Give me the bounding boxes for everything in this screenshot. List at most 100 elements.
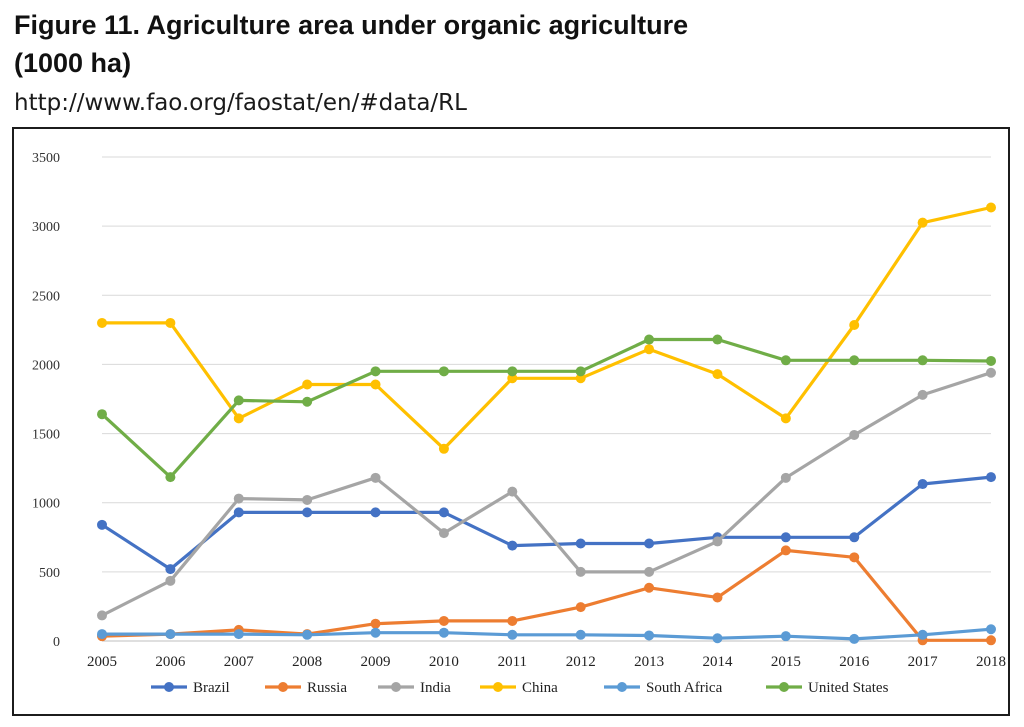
legend-label-south-africa: South Africa <box>646 680 723 696</box>
data-point-india <box>438 528 449 539</box>
legend-label-china: China <box>522 680 558 696</box>
data-point-south-africa <box>644 630 655 641</box>
data-point-brazil <box>233 507 244 518</box>
data-point-united-states <box>644 334 655 345</box>
data-point-south-africa <box>438 627 449 638</box>
y-tick-label: 0 <box>53 635 60 650</box>
data-point-china <box>507 373 518 384</box>
legend-marker-india <box>391 682 401 692</box>
data-point-south-africa <box>302 629 313 640</box>
data-point-south-africa <box>507 629 518 640</box>
x-tick-label: 2018 <box>976 654 1006 670</box>
data-point-china <box>302 379 313 390</box>
data-point-russia <box>438 615 449 626</box>
data-point-brazil <box>644 538 655 549</box>
grid-lines <box>102 156 991 642</box>
x-tick-label: 2007 <box>224 654 255 670</box>
figure-title-line1: Figure 11. Agriculture area under organi… <box>14 10 689 40</box>
series-lines <box>97 202 996 646</box>
data-point-united-states <box>97 409 107 420</box>
data-point-india <box>986 367 996 378</box>
legend-label-india: India <box>420 680 451 696</box>
legend-marker-brazil <box>164 682 174 692</box>
x-tick-label: 2014 <box>702 654 733 670</box>
data-point-india <box>712 536 723 547</box>
data-point-russia <box>507 615 518 626</box>
data-point-brazil <box>507 540 518 551</box>
data-point-united-states <box>165 472 176 483</box>
data-point-china <box>575 373 586 384</box>
data-point-united-states <box>370 366 381 377</box>
data-point-brazil <box>780 532 791 543</box>
data-point-india <box>370 472 381 483</box>
y-tick-label: 2500 <box>32 289 60 304</box>
data-point-china <box>370 379 381 390</box>
data-point-india <box>165 575 176 586</box>
data-point-russia <box>370 618 381 629</box>
series-line-brazil <box>100 475 993 571</box>
x-tick-label: 2012 <box>566 654 596 670</box>
data-point-south-africa <box>370 627 381 638</box>
x-tick-label: 2010 <box>429 654 459 670</box>
data-point-india <box>917 389 928 400</box>
data-point-brazil <box>165 564 176 575</box>
data-point-south-africa <box>986 624 996 635</box>
chart-frame: 0 500 1000 1500 2000 2500 3000 3500 2005 2006 200… <box>12 127 1010 716</box>
data-point-brazil <box>917 479 928 490</box>
x-tick-label: 2009 <box>361 654 391 670</box>
x-tick-label: 2015 <box>771 654 801 670</box>
data-point-china <box>97 317 107 328</box>
data-point-russia <box>986 635 996 646</box>
y-tick-label: 2000 <box>32 358 60 373</box>
data-point-china <box>438 443 449 454</box>
series-line-united-states <box>100 337 993 479</box>
figure-source-url: http://www.fao.org/faostat/en/#data/RL <box>14 90 467 116</box>
x-tick-label: 2017 <box>908 654 939 670</box>
data-point-india <box>507 486 518 497</box>
data-point-brazil <box>97 519 107 530</box>
data-point-united-states <box>575 366 586 377</box>
y-tick-label: 500 <box>39 566 60 581</box>
figure-title: Figure 11. Agriculture area under organi… <box>14 6 688 82</box>
data-point-united-states <box>780 355 791 366</box>
data-point-china <box>233 413 244 424</box>
figure-title-line2: (1000 ha) <box>14 48 132 78</box>
y-tick-label: 1000 <box>32 497 60 512</box>
data-point-south-africa <box>917 629 928 640</box>
y-tick-label: 3500 <box>32 151 60 166</box>
legend-marker-china <box>493 682 503 692</box>
x-axis: 2005 2006 2007 2008 2009 2010 2011 2012 2013 2014… <box>87 654 1006 670</box>
data-point-brazil <box>370 507 381 518</box>
data-point-south-africa <box>575 629 586 640</box>
series-line-south-africa <box>100 627 993 641</box>
legend-marker-russia <box>278 682 288 692</box>
data-point-united-states <box>507 366 518 377</box>
data-point-south-africa <box>165 629 176 640</box>
y-tick-label: 3000 <box>32 220 60 235</box>
x-tick-label: 2006 <box>155 654 186 670</box>
x-tick-label: 2016 <box>839 654 870 670</box>
data-point-india <box>575 566 586 577</box>
data-point-china <box>712 369 723 380</box>
legend-label-brazil: Brazil <box>193 680 230 696</box>
data-point-russia <box>644 582 655 593</box>
data-point-united-states <box>712 334 723 345</box>
x-tick-label: 2005 <box>87 654 117 670</box>
data-point-russia <box>575 602 586 613</box>
data-point-brazil <box>302 507 313 518</box>
data-point-brazil <box>986 472 996 483</box>
data-point-south-africa <box>849 633 860 644</box>
x-tick-label: 2013 <box>634 654 664 670</box>
x-tick-label: 2008 <box>292 654 322 670</box>
series-line-china <box>100 205 993 451</box>
data-point-south-africa <box>97 629 107 640</box>
x-tick-label: 2011 <box>498 654 527 670</box>
data-point-china <box>917 217 928 228</box>
series-line-india <box>100 371 993 617</box>
data-point-brazil <box>849 532 860 543</box>
data-point-india <box>233 493 244 504</box>
data-point-south-africa <box>712 633 723 644</box>
data-point-russia <box>849 552 860 563</box>
legend-marker-south-africa <box>617 682 627 692</box>
